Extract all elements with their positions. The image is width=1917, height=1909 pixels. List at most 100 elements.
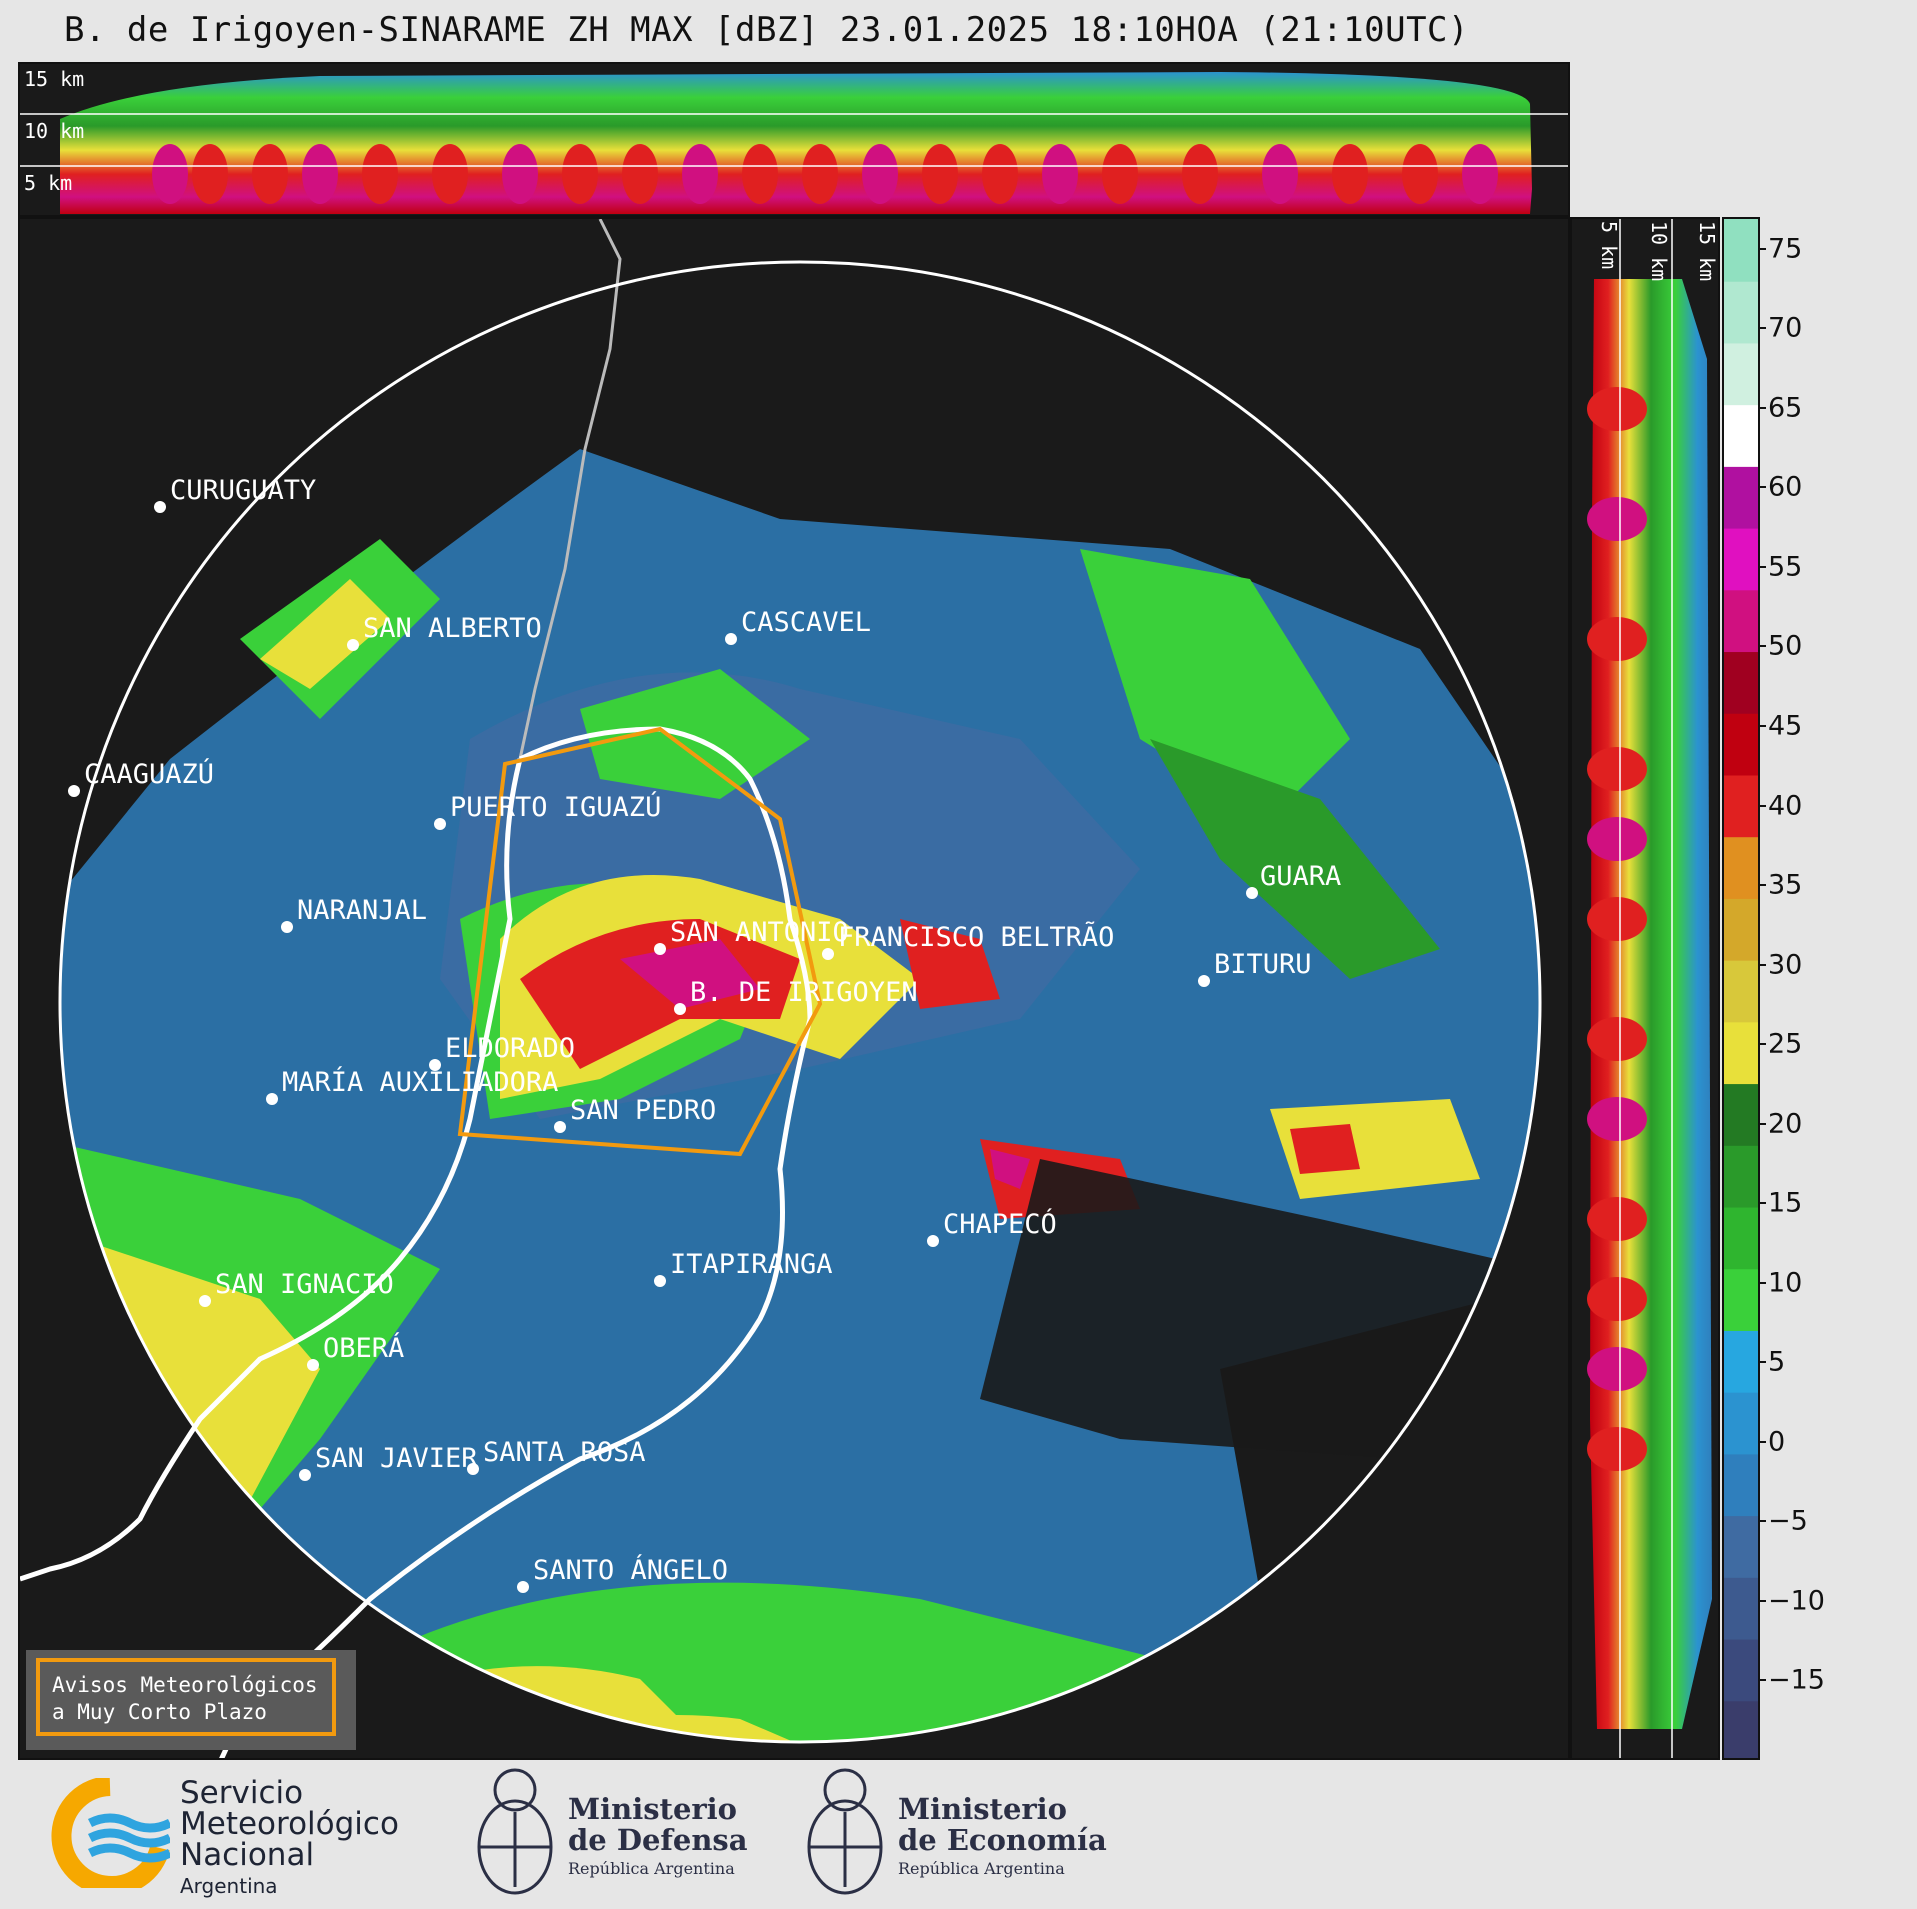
alert-legend: Avisos Meteorológicos a Muy Corto Plazo <box>36 1658 336 1736</box>
side-section-cell <box>1587 1427 1647 1471</box>
city-marker <box>266 1093 278 1105</box>
top-section-cell <box>862 144 898 204</box>
top-section-cell <box>622 144 658 204</box>
city-label: ITAPIRANGA <box>670 1249 833 1280</box>
top-section-cell <box>1042 144 1078 204</box>
side-section-cell <box>1587 617 1647 661</box>
city-marker <box>1198 975 1210 987</box>
side-section-cell <box>1587 387 1647 431</box>
colorbar-tick-mark <box>1760 406 1766 409</box>
side-section-cell <box>1587 747 1647 791</box>
defensa-line3: República Argentina <box>568 1859 735 1878</box>
city-label: CASCAVEL <box>741 607 871 638</box>
north-south-max-section: 15 km 10 km 5 km <box>18 62 1570 217</box>
colorbar-segment <box>1724 897 1758 961</box>
colorbar-tick-label: −5 <box>1768 1505 1808 1537</box>
colorbar-segment <box>1724 280 1758 344</box>
city-label: SANTA ROSA <box>483 1437 646 1468</box>
colorbar-segment <box>1724 1515 1758 1578</box>
city-label: CURUGUATY <box>170 475 316 506</box>
side-echo-area <box>1590 279 1712 1729</box>
colorbar-segment <box>1724 1083 1758 1146</box>
alert-legend-line1: Avisos Meteorológicos <box>52 1673 318 1697</box>
top-section-cell <box>1402 144 1438 204</box>
chart-title: B. de Irigoyen-SINARAME ZH MAX [dBZ] 23.… <box>64 10 1469 50</box>
colorbar-segment <box>1724 712 1758 776</box>
top-section-cell <box>252 144 288 204</box>
city-marker <box>154 501 166 513</box>
top-height-10km: 10 km <box>24 119 84 143</box>
smn-logo <box>50 1776 173 1896</box>
city-marker <box>68 785 80 797</box>
city-label: SAN IGNACIO <box>215 1269 394 1300</box>
city-label: FRANCISCO BELTRÃO <box>838 921 1114 953</box>
smn-line3: Nacional <box>180 1837 315 1873</box>
colorbar-segment <box>1724 651 1758 714</box>
economia-line1: Ministerio <box>898 1792 1068 1826</box>
city-marker <box>281 921 293 933</box>
side-height-10km: 10 km <box>1647 221 1671 281</box>
side-section-cell <box>1587 897 1647 941</box>
defensa-line2: de Defensa <box>568 1823 748 1857</box>
city-label: CHAPECÓ <box>943 1208 1057 1240</box>
colorbar-tick-label: 15 <box>1768 1187 1803 1219</box>
colorbar-tick-mark <box>1760 963 1766 966</box>
colorbar-tick-mark <box>1760 1361 1766 1364</box>
colorbar-tick-label: −15 <box>1768 1664 1825 1696</box>
top-section-cell <box>982 144 1018 204</box>
city-label: NARANJAL <box>297 895 427 926</box>
colorbar-tick-label: 40 <box>1768 790 1803 822</box>
side-height-15km: 15 km <box>1695 221 1719 281</box>
smn-name: Servicio Meteorológico Nacional Argentin… <box>180 1778 399 1902</box>
city-marker <box>307 1359 319 1371</box>
colorbar-tick-label: 10 <box>1768 1267 1803 1299</box>
economia-line2: de Economía <box>898 1823 1107 1857</box>
colorbar-tick-label: −10 <box>1768 1585 1825 1617</box>
top-section-cell <box>802 144 838 204</box>
radar-ppi-map: CURUGUATY SAN ALBERTO CASCAVEL CAAGUAZÚ GUAR… <box>18 217 1570 1760</box>
defensa-name: Ministerio de Defensa República Argentin… <box>568 1794 748 1882</box>
city-label: BITURU <box>1214 949 1312 980</box>
city-marker <box>674 1003 686 1015</box>
defensa-coat-of-arms-icon <box>470 1762 560 1904</box>
colorbar-segment <box>1724 1391 1758 1455</box>
colorbar-tick-mark <box>1760 884 1766 887</box>
top-section-cell <box>1332 144 1368 204</box>
colorbar-tick-mark <box>1760 1679 1766 1682</box>
colorbar-segment <box>1724 465 1758 529</box>
top-section-cell <box>682 144 718 204</box>
city-marker <box>434 818 446 830</box>
colorbar-tick-mark <box>1760 1520 1766 1523</box>
side-section-cell <box>1587 817 1647 861</box>
smn-line1: Servicio <box>180 1775 304 1811</box>
colorbar-tick-mark <box>1760 565 1766 568</box>
top-section-cell <box>432 144 468 204</box>
country-border-line <box>518 219 622 760</box>
defensa-line1: Ministerio <box>568 1792 738 1826</box>
top-section-cell <box>192 144 228 204</box>
top-section-cell <box>502 144 538 204</box>
colorbar-segment <box>1724 527 1758 591</box>
colorbar-tick-label: 20 <box>1768 1108 1803 1140</box>
colorbar-segment <box>1724 1144 1758 1208</box>
city-marker <box>517 1581 529 1593</box>
city-label: SAN JAVIER <box>315 1443 478 1474</box>
side-section-cell <box>1587 1277 1647 1321</box>
top-height-15km: 15 km <box>24 67 84 91</box>
colorbar-tick-mark <box>1760 645 1766 648</box>
colorbar-tick-label: 60 <box>1768 471 1803 503</box>
city-marker <box>347 639 359 651</box>
side-section-cell <box>1587 1197 1647 1241</box>
top-section-cell <box>362 144 398 204</box>
colorbar-tick-label: 70 <box>1768 312 1803 344</box>
colorbar-tick-mark <box>1760 1043 1766 1046</box>
city-marker <box>429 1059 441 1071</box>
colorbar-segment <box>1724 836 1758 899</box>
side-section-cell <box>1587 1097 1647 1141</box>
smn-line4: Argentina <box>180 1874 278 1898</box>
colorbar-segment <box>1724 1576 1758 1640</box>
colorbar-segment <box>1724 1268 1758 1331</box>
colorbar-tick-mark <box>1760 725 1766 728</box>
city-label: PUERTO IGUAZÚ <box>450 791 661 823</box>
top-section-cell <box>1262 144 1298 204</box>
